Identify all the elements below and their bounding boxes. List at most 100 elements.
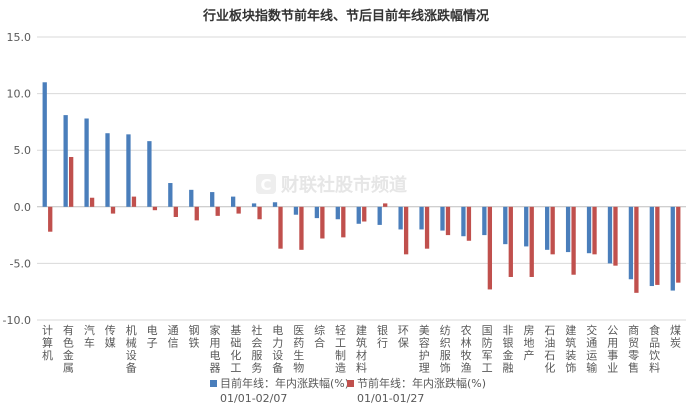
legend-swatch-prior	[347, 380, 354, 387]
bar-current-17	[398, 206, 403, 230]
legend-period-prior: 01/01-01/27	[357, 392, 424, 405]
bar-current-4	[126, 134, 131, 207]
legend: 目前年线：年内涨跌幅(%) 01/01-02/07 节前年线：年内涨跌幅(%) …	[210, 376, 486, 405]
x-tick-label: 石油石化	[544, 324, 555, 375]
bar-current-21	[482, 206, 487, 236]
x-tick-label: 机械设备	[126, 323, 137, 375]
x-tick-label: 社会服务	[251, 323, 262, 375]
y-tick-label: 10.0	[7, 88, 32, 101]
legend-label-current: 目前年线：年内涨跌幅(%)	[220, 376, 349, 390]
x-tick-label: 环保	[398, 324, 409, 350]
x-tick-label: 基础化工	[230, 324, 241, 375]
bar-current-16	[377, 206, 382, 225]
x-tick-label: 国防军工	[482, 324, 493, 375]
watermark-text: 财联社股市频道	[281, 174, 407, 196]
x-tick-label: 食品饮料	[649, 323, 660, 375]
bar-current-30	[670, 206, 675, 291]
bar-current-13	[314, 206, 320, 219]
bar-current-22	[503, 206, 508, 245]
bar-prior-5	[152, 206, 158, 211]
bar-prior-4	[131, 196, 137, 207]
x-tick-label: 农林牧渔	[461, 323, 472, 375]
x-tick-label: 计算机	[42, 324, 53, 362]
bar-current-28	[628, 206, 634, 280]
bar-current-20	[461, 206, 466, 237]
bar-current-12	[293, 206, 299, 215]
watermark-logo-letter: C	[260, 176, 271, 194]
bar-prior-19	[445, 206, 451, 236]
bar-current-7	[189, 189, 194, 207]
bar-prior-29	[655, 206, 660, 285]
y-axis-ticks: 15.0 10.0 5.0 0.0 -5.0 -10.0	[3, 31, 31, 327]
bar-prior-13	[320, 206, 325, 239]
bar-prior-15	[362, 206, 367, 222]
bar-prior-1	[69, 156, 74, 207]
legend-swatch-current	[210, 380, 217, 387]
legend-label-prior: 节前年线：年内涨跌幅(%)	[357, 376, 486, 390]
bar-prior-8	[215, 206, 220, 216]
bar-prior-25	[571, 206, 576, 275]
y-tick-label: 15.0	[7, 31, 32, 44]
bar-current-24	[545, 206, 550, 250]
bar-current-29	[649, 206, 654, 287]
bar-prior-28	[634, 206, 639, 293]
x-axis-ticks: 计算机有色金属汽车传媒机械设备电子通信钢铁家用电器基础化工社会服务电力设备医药生…	[42, 323, 681, 375]
y-tick-label: 0.0	[14, 201, 32, 214]
grid-lines	[37, 36, 686, 321]
x-tick-label: 纺织服饰	[440, 323, 451, 375]
bar-current-19	[440, 206, 445, 231]
chart-title: 行业板块指数节前年线、节后目前年线涨跌幅情况	[202, 8, 489, 24]
x-tick-label: 建筑材料	[356, 323, 367, 375]
x-tick-label: 美容护理	[419, 324, 430, 375]
bar-current-23	[524, 206, 529, 247]
bar-current-5	[147, 141, 152, 207]
x-tick-label: 汽车	[84, 323, 95, 350]
bar-current-11	[272, 202, 278, 207]
bar-prior-12	[299, 206, 304, 250]
x-tick-label: 有色金属	[63, 323, 74, 375]
watermark: C 财联社股市频道	[256, 174, 407, 196]
x-tick-label: 银行	[377, 323, 388, 350]
bar-prior-2	[89, 197, 95, 207]
bar-prior-11	[278, 206, 283, 249]
bar-prior-10	[257, 206, 262, 220]
y-tick-label: -10.0	[3, 314, 31, 327]
x-tick-label: 家用电器	[209, 323, 220, 375]
x-tick-label: 电子	[147, 324, 158, 350]
bar-prior-6	[173, 206, 178, 217]
bar-current-25	[565, 206, 571, 253]
bar-prior-9	[236, 206, 241, 214]
bar-current-0	[42, 82, 47, 207]
bar-prior-23	[529, 206, 534, 277]
bar-current-18	[419, 206, 424, 230]
bar-prior-7	[194, 206, 199, 221]
bar-prior-30	[676, 206, 681, 283]
bar-prior-24	[550, 206, 555, 255]
watermark-logo-icon	[256, 174, 276, 194]
bar-current-15	[356, 206, 361, 224]
bar-current-26	[586, 206, 592, 254]
x-tick-label: 交通运输	[586, 323, 597, 375]
bar-prior-21	[487, 206, 493, 290]
bar-prior-18	[424, 206, 430, 249]
y-tick-label: 5.0	[14, 144, 32, 157]
x-tick-label: 医药生物	[293, 324, 304, 375]
bar-prior-0	[48, 206, 53, 232]
bar-prior-22	[508, 206, 513, 277]
bar-prior-16	[383, 203, 388, 207]
x-tick-label: 房地产	[523, 324, 534, 362]
x-tick-label: 电力设备	[272, 324, 283, 375]
x-tick-label: 轻工制造	[335, 323, 346, 375]
bar-current-2	[84, 118, 89, 207]
bar-current-10	[251, 203, 257, 207]
x-tick-label: 传媒	[105, 324, 116, 350]
x-tick-label: 煤炭	[670, 324, 681, 350]
bar-current-9	[230, 196, 236, 207]
y-tick-label: -5.0	[10, 257, 31, 270]
x-tick-label: 非银金融	[503, 324, 514, 375]
bar-current-14	[335, 206, 340, 220]
x-tick-label: 通信	[168, 324, 179, 350]
bar-prior-14	[341, 206, 346, 238]
legend-period-current: 01/01-02/07	[220, 392, 287, 405]
